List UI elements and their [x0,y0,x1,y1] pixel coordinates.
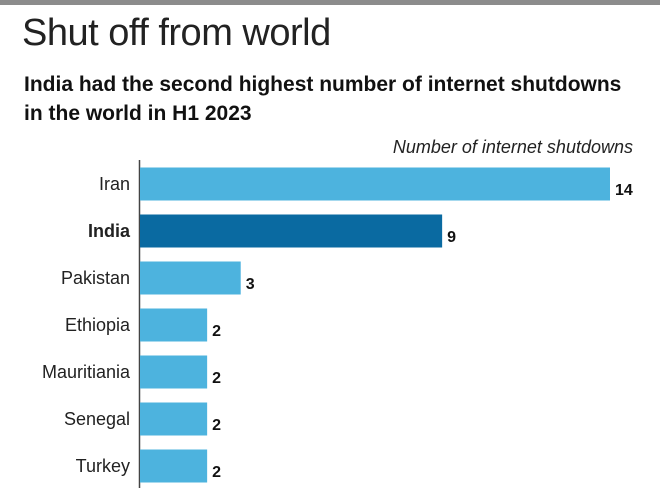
value-label-turkey: 2 [212,464,221,481]
value-label-ethiopia: 2 [212,323,221,340]
bar-pakistan [140,261,241,295]
bar-ethiopia [140,308,208,342]
bar-mauritiania [140,355,208,389]
value-label-senegal: 2 [212,417,221,434]
top-rule [0,0,660,5]
axis-unit-label: Number of internet shutdowns [392,137,633,157]
bars-group: Iran 14 India 9 Pakistan 3 Ethiopia 2 Mauritiani… [42,167,633,483]
chart-subtitle: India had the second highest number of i… [24,73,622,125]
category-label-pakistan: Pakistan [61,268,130,288]
chart-headline: Shut off from world [22,12,331,54]
category-label-iran: Iran [99,174,130,194]
category-label-india: India [88,221,131,241]
category-label-mauritiania: Mauritiania [42,362,131,382]
value-label-india: 9 [447,229,456,246]
bar-india [140,214,443,248]
category-label-turkey: Turkey [76,456,130,476]
value-label-iran: 14 [615,182,633,199]
value-label-pakistan: 3 [246,276,255,293]
bar-iran [140,167,610,201]
bar-turkey [140,449,208,483]
category-label-senegal: Senegal [64,409,130,429]
category-label-ethiopia: Ethiopia [65,315,131,335]
bar-senegal [140,402,208,436]
value-label-mauritiania: 2 [212,370,221,387]
